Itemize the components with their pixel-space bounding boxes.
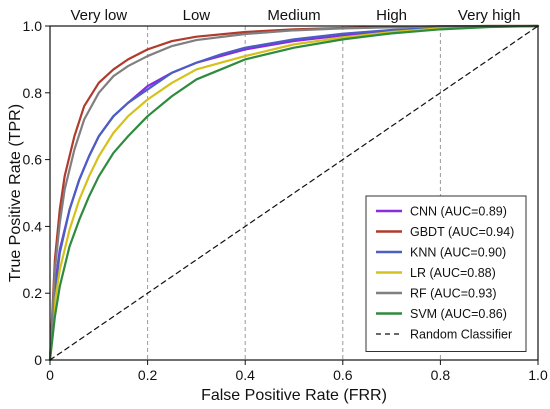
y-tick-label: 0.6 (23, 152, 43, 168)
series-line-svm (48, 24, 540, 362)
y-tick-label: 0.2 (23, 285, 43, 301)
y-tick-label: 0 (34, 352, 42, 368)
legend-label: RF (AUC=0.93) (410, 287, 496, 301)
legend: CNN (AUC=0.89) GBDT (AUC=0.94) KNN (AUC=0.… (365, 195, 527, 352)
x-tick-label: 0.4 (235, 367, 255, 383)
legend-label: Random Classifier (410, 328, 512, 342)
y-tick-label: 1.0 (23, 18, 43, 34)
random-classifier-line (49, 25, 539, 361)
region-label: Low (183, 7, 211, 24)
x-axis-title: False Positive Rate (FRR) (201, 387, 387, 404)
tick-marks: 0 0.2 0.4 0.6 0.8 1.0 0 0.2 0.4 0.6 0.8 1.0 (23, 18, 548, 383)
series-line-rf (48, 24, 540, 362)
region-label: Very low (70, 7, 127, 24)
series-line-knn (48, 24, 540, 362)
region-label: Very high (458, 7, 521, 24)
x-tick-label: 0.8 (431, 367, 451, 383)
y-tick-label: 0.8 (23, 85, 43, 101)
region-label: Medium (267, 7, 320, 24)
region-label: High (376, 7, 407, 24)
x-tick-label: 1.0 (528, 367, 548, 383)
legend-label: CNN (AUC=0.89) (410, 205, 507, 219)
x-tick-label: 0.2 (138, 367, 158, 383)
legend-label: GBDT (AUC=0.94) (410, 225, 514, 239)
legend-label: LR (AUC=0.88) (410, 266, 496, 280)
x-tick-label: 0.6 (333, 367, 353, 383)
series-line-lr (48, 24, 540, 362)
series-lines (48, 24, 540, 362)
axes-frame (49, 25, 539, 361)
axes-border (49, 25, 539, 361)
legend-label: KNN (AUC=0.90) (410, 246, 506, 260)
region-labels: Very low Low Medium High Very high (70, 7, 520, 24)
y-axis-title: True Positive Rate (TPR) (7, 104, 24, 282)
legend-label: SVM (AUC=0.86) (410, 307, 507, 321)
y-tick-label: 0.4 (23, 218, 43, 234)
x-tick-label: 0 (46, 367, 54, 383)
legend-box (365, 195, 527, 352)
